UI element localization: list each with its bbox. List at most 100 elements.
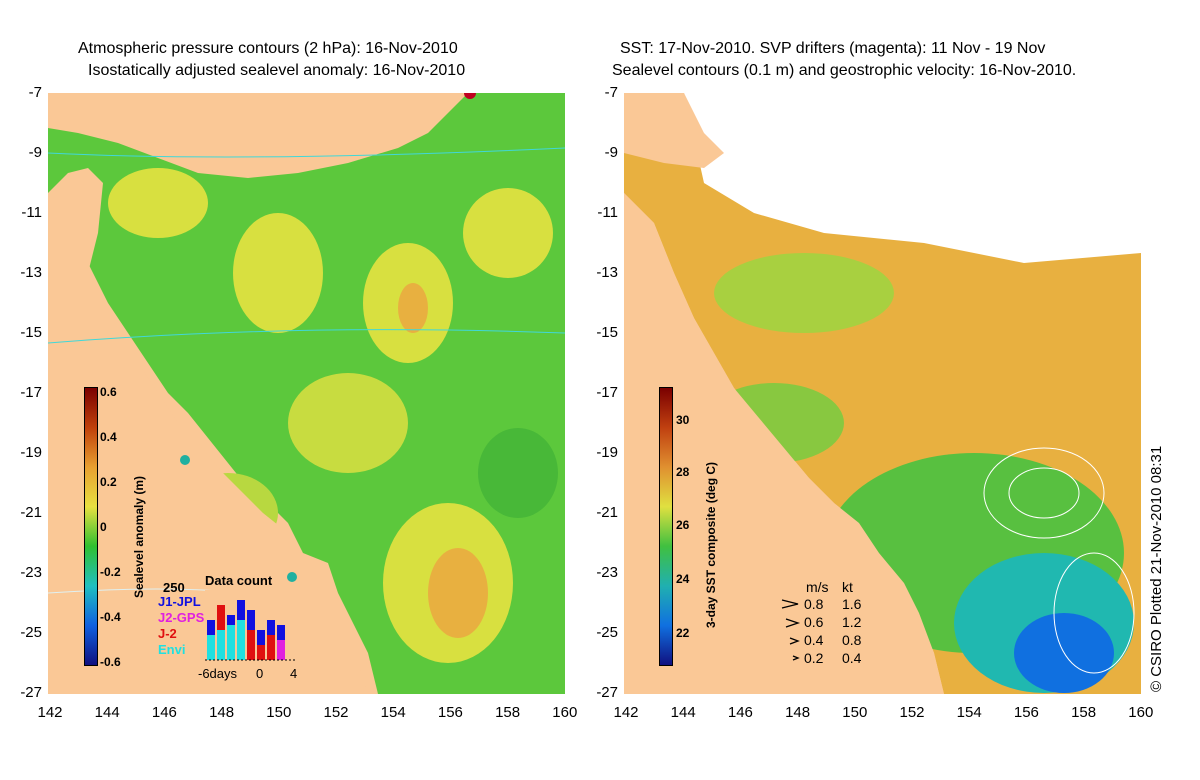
right-cbar-tick: 26 bbox=[676, 518, 690, 532]
speed-row-kt: 0.8 bbox=[842, 632, 862, 648]
png-landmass bbox=[48, 93, 468, 178]
y-tick-label: -11 bbox=[597, 204, 618, 221]
right-cbar-tick: 30 bbox=[676, 413, 690, 427]
pressure-contour bbox=[48, 147, 565, 158]
speed-row-kt: 1.2 bbox=[842, 614, 862, 630]
x-tick-label: 156 bbox=[1013, 704, 1039, 721]
anomaly-blob bbox=[463, 188, 553, 278]
speed-header-ms: m/s bbox=[806, 579, 829, 595]
x-tick-label: 152 bbox=[899, 704, 925, 721]
left-cbar-tick: -0.4 bbox=[100, 610, 121, 624]
y-tick-label: -19 bbox=[596, 444, 618, 461]
left-cbar-tick: 0.2 bbox=[100, 475, 117, 489]
y-tick-label: -21 bbox=[596, 504, 618, 521]
anomaly-blob bbox=[428, 548, 488, 638]
histogram-xlabel-zero: 0 bbox=[256, 666, 264, 681]
y-tick-label: -27 bbox=[596, 684, 618, 701]
right-colorbar bbox=[659, 387, 673, 666]
y-tick-label: -9 bbox=[28, 144, 42, 161]
right-title-line1: SST: 17-Nov-2010. SVP drifters (magenta)… bbox=[620, 40, 1046, 57]
x-tick-label: 148 bbox=[209, 704, 235, 721]
series-j2-gps: J2-GPS bbox=[158, 610, 205, 625]
cape-york bbox=[48, 168, 103, 303]
y-tick-label: -27 bbox=[20, 684, 42, 701]
y-tick-label: -25 bbox=[596, 624, 618, 641]
x-tick-label: 150 bbox=[266, 704, 292, 721]
speed-row-ms: 0.2 bbox=[804, 650, 824, 666]
sst-map-svg bbox=[624, 93, 1141, 694]
x-tick-label: 160 bbox=[552, 704, 578, 721]
speed-arrows bbox=[781, 599, 801, 661]
histogram-xlabel-start: -6days bbox=[198, 666, 238, 681]
left-cbar-tick: -0.2 bbox=[100, 565, 121, 579]
series-j1-jpl: J1-JPL bbox=[158, 594, 201, 609]
png-landmass bbox=[624, 93, 724, 168]
series-envi: Envi bbox=[158, 642, 186, 657]
data-count-max: 250 bbox=[163, 580, 185, 595]
anomaly-blob bbox=[108, 168, 208, 238]
series-j-2: J-2 bbox=[158, 626, 177, 641]
y-tick-label: -17 bbox=[596, 384, 618, 401]
y-tick-label: -23 bbox=[596, 564, 618, 581]
credit-text: © CSIRO Plotted 21-Nov-2010 08:31 bbox=[1148, 445, 1165, 692]
sealevel-contour bbox=[1008, 467, 1080, 519]
anomaly-blob bbox=[233, 213, 323, 333]
sst-patch bbox=[714, 253, 894, 333]
left-cbar-tick: 0.6 bbox=[100, 385, 117, 399]
speed-row-kt: 1.6 bbox=[842, 596, 862, 612]
x-tick-label: 142 bbox=[613, 704, 639, 721]
right-cbar-tick: 24 bbox=[676, 572, 690, 586]
site-marker bbox=[180, 455, 190, 465]
x-tick-label: 160 bbox=[1128, 704, 1154, 721]
speed-row-ms: 0.4 bbox=[804, 632, 824, 648]
data-count-title: Data count bbox=[205, 573, 273, 588]
left-title-line2: Isostatically adjusted sealevel anomaly:… bbox=[88, 62, 466, 79]
right-cbar-tick: 22 bbox=[676, 626, 690, 640]
sealevel-contour bbox=[983, 447, 1105, 539]
y-tick-label: -13 bbox=[596, 264, 618, 281]
y-tick-label: -9 bbox=[604, 144, 618, 161]
left-colorbar bbox=[84, 387, 98, 666]
speed-row-ms: 0.6 bbox=[804, 614, 824, 630]
y-tick-label: -23 bbox=[20, 564, 42, 581]
right-title-line2: Sealevel contours (0.1 m) and geostrophi… bbox=[612, 62, 1077, 79]
sealevel-anomaly-map bbox=[48, 93, 565, 694]
left-cbar-label: Sealevel anomaly (m) bbox=[132, 475, 146, 598]
site-marker bbox=[287, 572, 297, 582]
data-count-histogram bbox=[205, 590, 295, 665]
right-cbar-label: 3-day SST composite (deg C) bbox=[704, 461, 718, 628]
sst-map bbox=[624, 93, 1141, 694]
x-tick-label: 144 bbox=[670, 704, 696, 721]
left-title-line1: Atmospheric pressure contours (2 hPa): 1… bbox=[78, 40, 458, 57]
right-cbar-tick: 28 bbox=[676, 465, 690, 479]
x-tick-label: 146 bbox=[727, 704, 753, 721]
x-tick-label: 156 bbox=[437, 704, 463, 721]
x-tick-label: 144 bbox=[94, 704, 120, 721]
y-tick-label: -13 bbox=[20, 264, 42, 281]
y-tick-label: -25 bbox=[20, 624, 42, 641]
y-tick-label: -17 bbox=[20, 384, 42, 401]
cloud-mask bbox=[684, 93, 1141, 263]
left-cbar-tick: 0.4 bbox=[100, 430, 117, 444]
site-marker bbox=[464, 93, 476, 99]
y-tick-label: -7 bbox=[604, 84, 618, 101]
sealevel-contour bbox=[1053, 552, 1135, 674]
x-tick-label: 152 bbox=[323, 704, 349, 721]
sealevel-map-svg bbox=[48, 93, 565, 694]
y-tick-label: -15 bbox=[20, 324, 42, 341]
speed-row-kt: 0.4 bbox=[842, 650, 862, 666]
y-tick-label: -11 bbox=[21, 204, 42, 221]
pressure-contour bbox=[48, 329, 565, 344]
y-tick-label: -21 bbox=[20, 504, 42, 521]
x-tick-label: 148 bbox=[785, 704, 811, 721]
x-tick-label: 142 bbox=[37, 704, 63, 721]
x-tick-label: 146 bbox=[151, 704, 177, 721]
speed-row-ms: 0.8 bbox=[804, 596, 824, 612]
x-tick-label: 150 bbox=[842, 704, 868, 721]
x-tick-label: 154 bbox=[380, 704, 406, 721]
x-tick-label: 154 bbox=[956, 704, 982, 721]
anomaly-blob bbox=[288, 373, 408, 473]
y-tick-label: -15 bbox=[596, 324, 618, 341]
anomaly-blob bbox=[398, 283, 428, 333]
anomaly-blob bbox=[478, 428, 558, 518]
